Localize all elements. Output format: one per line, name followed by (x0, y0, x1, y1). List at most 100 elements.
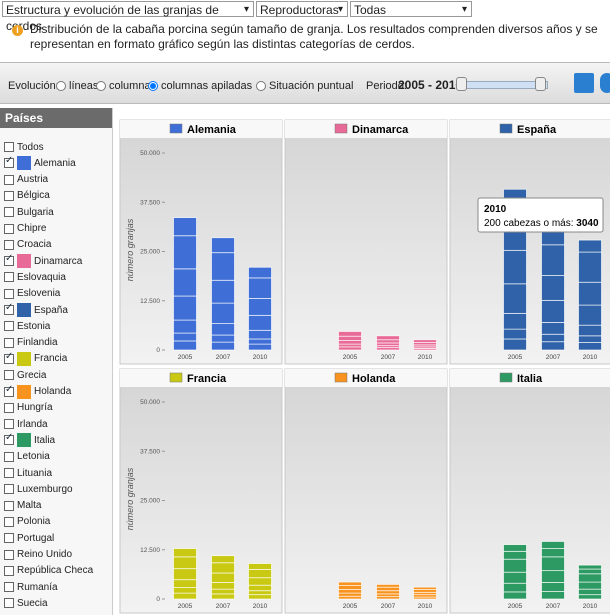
checkbox[interactable] (4, 302, 14, 315)
checkbox[interactable] (4, 321, 14, 332)
x-tick-label: 2007 (216, 603, 231, 610)
country-item[interactable]: Todos (4, 140, 44, 154)
country-item[interactable]: Suecia (4, 596, 48, 610)
country-name: Eslovaquia (17, 271, 66, 283)
country-item[interactable]: España (4, 302, 68, 317)
checkbox[interactable] (4, 155, 14, 169)
country-item[interactable]: Dinamarca (4, 253, 82, 269)
country-item[interactable]: Eslovaquia (4, 270, 66, 284)
checkbox[interactable] (4, 190, 14, 201)
checkbox[interactable] (4, 272, 14, 283)
country-name: Holanda (34, 386, 72, 397)
swatch (17, 156, 31, 171)
country-name: Bélgica (17, 190, 50, 202)
radio-input[interactable] (148, 81, 158, 91)
checkbox[interactable] (4, 351, 14, 364)
panel-header (120, 120, 282, 138)
sidebar: Países Todos Alemania Austria Bélgica Bulgar… (0, 108, 113, 615)
checkbox[interactable] (4, 174, 14, 185)
country-item[interactable]: Portugal (4, 531, 54, 545)
country-item[interactable]: Eslovenia (4, 287, 60, 301)
radio[interactable]: columnas (96, 80, 156, 92)
select[interactable]: Todas (350, 1, 472, 18)
country-item[interactable]: Estonia (4, 319, 50, 333)
chart-title: Holanda (352, 373, 396, 385)
country-item[interactable]: Finlandia (4, 336, 58, 350)
checkbox[interactable] (4, 337, 14, 348)
checkbox[interactable] (4, 239, 14, 250)
country-name: Todos (17, 141, 44, 153)
slider-handle[interactable] (456, 77, 467, 91)
bar-segment (338, 346, 362, 351)
country-item[interactable]: Bulgaria (4, 205, 54, 219)
country-item[interactable]: Croacia (4, 238, 51, 252)
country-item[interactable]: Chipre (4, 222, 46, 236)
country-item[interactable]: Reino Unido (4, 548, 72, 562)
radio[interactable]: Situación puntual (256, 80, 353, 92)
country-item[interactable]: Luxemburgo (4, 482, 73, 496)
country-name: Suecia (17, 597, 48, 609)
x-tick-label: 2007 (381, 603, 396, 610)
checkbox[interactable] (4, 484, 14, 495)
checkbox[interactable] (4, 253, 14, 267)
country-item[interactable]: Lituania (4, 466, 52, 480)
select[interactable]: Reproductoras (256, 1, 348, 18)
radio[interactable]: líneas (56, 80, 98, 92)
panel-header (450, 369, 610, 387)
bar-segment (173, 235, 197, 270)
country-item[interactable]: Malta (4, 499, 41, 513)
checkbox[interactable] (4, 516, 14, 527)
radio-input[interactable] (96, 81, 106, 91)
country-item[interactable]: Francia (4, 351, 67, 366)
country-item[interactable]: Italia (4, 432, 55, 448)
checkbox[interactable] (4, 402, 14, 413)
country-item[interactable]: Hungría (4, 401, 53, 415)
checkbox[interactable] (4, 451, 14, 462)
checkbox[interactable] (4, 223, 14, 234)
checkbox[interactable] (4, 549, 14, 560)
y-tick-label: 25.000 (140, 249, 160, 256)
bar-segment (248, 266, 272, 279)
country-item[interactable]: Bélgica (4, 189, 50, 203)
country-item[interactable]: Rumanía (4, 580, 58, 594)
country-item[interactable]: Austria (4, 173, 48, 187)
checkbox[interactable] (4, 288, 14, 299)
radio[interactable]: columnas apiladas (148, 80, 252, 92)
expand-icon[interactable] (574, 73, 594, 93)
bar-segment (338, 331, 362, 337)
select[interactable]: Estructura y evolución de las granjas de… (2, 1, 254, 33)
country-item[interactable]: Holanda (4, 384, 72, 399)
x-tick-label: 2005 (343, 354, 358, 361)
checkbox[interactable] (4, 598, 14, 609)
bar-segment (173, 217, 197, 237)
checkbox[interactable] (4, 419, 14, 430)
slider-handle[interactable] (535, 77, 546, 91)
help-icon[interactable] (600, 73, 610, 93)
country-item[interactable]: Irlanda (4, 417, 48, 431)
tooltip-text: 200 cabezas o más: 3040 (484, 218, 599, 229)
country-item[interactable]: República Checa (4, 564, 93, 578)
checkbox[interactable] (4, 142, 14, 152)
country-name: Letonia (17, 451, 50, 463)
x-tick-label: 2005 (508, 603, 523, 610)
country-item[interactable]: Letonia (4, 450, 50, 464)
checkbox[interactable] (4, 432, 14, 446)
checkbox[interactable] (4, 500, 14, 511)
checkbox[interactable] (4, 582, 14, 593)
radio-input[interactable] (56, 81, 66, 91)
bar-segment (173, 268, 197, 297)
country-name: Finlandia (17, 337, 58, 349)
country-item[interactable]: Alemania (4, 155, 76, 171)
bar-segment (578, 588, 602, 596)
checkbox[interactable] (4, 533, 14, 544)
bar-segment (248, 584, 272, 592)
checkbox[interactable] (4, 207, 14, 218)
country-item[interactable]: Polonia (4, 515, 50, 529)
country-item[interactable]: Grecia (4, 368, 46, 382)
x-tick-label: 2007 (216, 354, 231, 361)
checkbox[interactable] (4, 384, 14, 397)
bar-segment (211, 252, 235, 281)
checkbox[interactable] (4, 468, 14, 478)
checkbox[interactable] (4, 565, 14, 576)
checkbox[interactable] (4, 370, 14, 381)
